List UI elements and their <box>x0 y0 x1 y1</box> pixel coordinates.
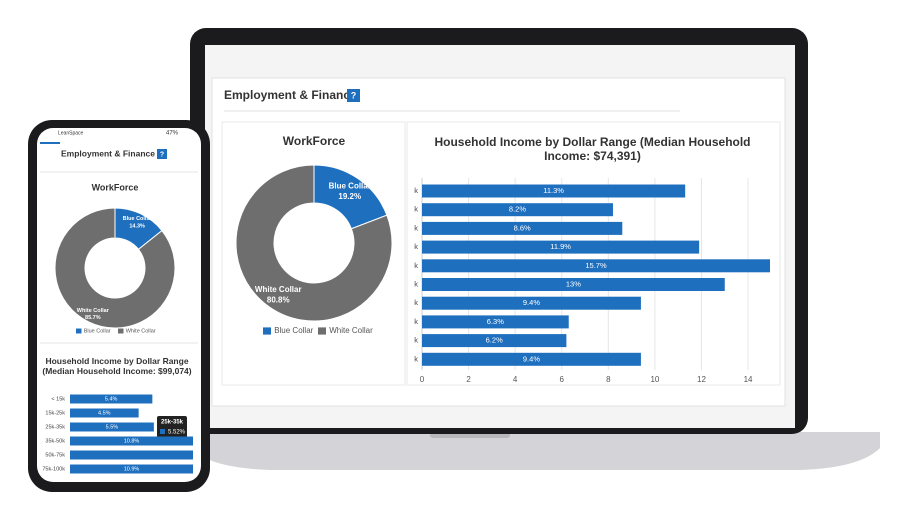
slice-value: 14.3% <box>129 223 145 229</box>
legend-label: White Collar <box>329 326 373 335</box>
bar <box>422 240 700 254</box>
bar-value-label: 10.8% <box>124 438 140 444</box>
bar <box>422 296 641 310</box>
x-tick-label: 12 <box>697 375 706 384</box>
bar <box>422 203 613 217</box>
tooltip: 25k-35k 5.52% <box>157 416 187 438</box>
bar <box>70 408 139 418</box>
help-icon[interactable] <box>347 89 360 102</box>
legend-label: Blue Collar <box>84 328 111 334</box>
bar-value-label: 8.6% <box>514 223 531 232</box>
y-tick-label: k <box>414 317 418 326</box>
y-tick-label: k <box>414 279 418 288</box>
bar-value-label: 6.2% <box>486 336 503 345</box>
x-tick-label: 6 <box>560 375 565 384</box>
x-tick-label: 4 <box>513 375 518 384</box>
bars <box>70 394 193 474</box>
bar <box>422 352 641 366</box>
x-tick-label: 0 <box>420 375 425 384</box>
y-tick-label: k <box>414 242 418 251</box>
laptop-base <box>190 432 880 470</box>
help-icon[interactable] <box>157 149 167 159</box>
section-title: Employment & Finance <box>224 88 357 102</box>
help-text[interactable]: ? <box>351 90 357 100</box>
bar-value-label: 11.3% <box>543 186 564 195</box>
bar <box>422 221 623 235</box>
x-tick-label: 8 <box>606 375 611 384</box>
chart-title: WorkForce <box>283 134 346 148</box>
chart-title: Household Income by Dollar Range (Median… <box>42 356 192 377</box>
slice-label: White Collar <box>255 285 302 294</box>
y-tick-label: 75k-100k <box>42 466 65 472</box>
bar-value-label: 13% <box>566 279 581 288</box>
tooltip-text: 5.52% <box>168 430 186 436</box>
chart-title: WorkForce <box>92 182 139 192</box>
y-tick-label: 25k-35k <box>45 424 65 430</box>
donut-slice <box>235 164 393 322</box>
slice-value: 85.7% <box>85 315 101 321</box>
bar-value-label: 11.9% <box>550 242 571 251</box>
legend-label: Blue Collar <box>274 326 313 335</box>
bar-value-label: 15.7% <box>585 261 607 270</box>
bar <box>422 334 567 348</box>
chart-title: Household Income by Dollar Range (Median… <box>434 135 751 164</box>
bar-value-label: 10.9% <box>124 466 140 472</box>
y-tick-label: k <box>414 354 418 363</box>
bars <box>422 184 770 366</box>
bar <box>70 436 193 446</box>
bar-value-label: 5.4% <box>105 396 118 402</box>
battery: 47% <box>166 131 179 137</box>
bar <box>70 394 153 404</box>
section-title: Employment & Finance <box>61 148 155 158</box>
bar <box>422 278 725 291</box>
legend-swatch <box>318 327 326 335</box>
y-tick-label: k <box>414 223 418 232</box>
y-tick-label: k <box>414 205 418 214</box>
legend-swatch <box>118 328 124 334</box>
bar-value-label: 8.2% <box>509 205 526 214</box>
x-tick-label: 10 <box>650 375 659 384</box>
y-tick-label: 35k-50k <box>45 438 65 444</box>
help-text[interactable]: ? <box>160 151 164 158</box>
bar-value-label: 5.5% <box>106 424 119 430</box>
legend-label: White Collar <box>126 328 156 334</box>
donut-slice <box>54 207 176 329</box>
slice-label: Blue Collar <box>123 216 153 222</box>
bar <box>422 184 686 198</box>
y-tick-label: 15k-25k <box>45 410 65 416</box>
y-tick-label: k <box>414 186 418 195</box>
bar <box>70 422 154 432</box>
status-app: LeanSpace <box>58 130 84 136</box>
bar-value-label: 6.3% <box>487 317 504 326</box>
slice-label: White Collar <box>77 308 110 314</box>
bar-value-label: 4.5% <box>98 410 111 416</box>
tooltip-swatch <box>160 429 165 434</box>
legend-swatch <box>263 327 271 335</box>
bar-value-label: 9.4% <box>523 298 540 307</box>
bar-value-label: 9.4% <box>523 354 540 363</box>
y-tick-label: k <box>414 261 418 270</box>
slice-value: 80.8% <box>267 296 290 305</box>
bar <box>70 464 193 474</box>
y-tick-label: k <box>414 336 418 345</box>
slice-label: Blue Collar <box>329 181 371 190</box>
y-tick-label: 50k-75k <box>45 452 65 458</box>
tooltip-title: 25k-35k <box>161 420 184 426</box>
x-tick-label: 14 <box>744 375 753 384</box>
bar <box>70 450 193 460</box>
y-tick-label: < 15k <box>51 396 65 402</box>
bar <box>422 315 569 329</box>
bar <box>422 259 770 273</box>
y-tick-label: k <box>414 298 418 307</box>
x-tick-label: 2 <box>466 375 471 384</box>
slice-value: 19.2% <box>338 192 361 201</box>
legend-swatch <box>76 328 82 334</box>
